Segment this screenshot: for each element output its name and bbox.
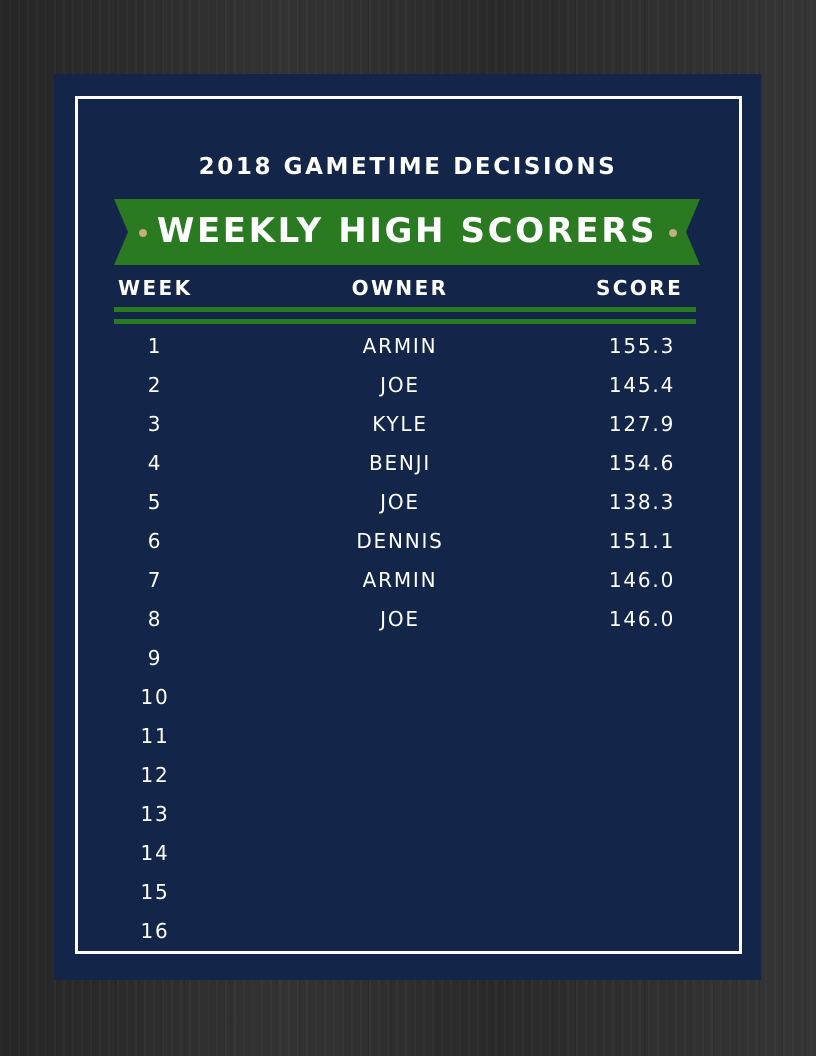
week-cell: 13	[140, 802, 170, 826]
score-cell: 145.4	[608, 373, 676, 397]
owner-cell: JOE	[380, 490, 420, 514]
league-subtitle: 2018 GAMETIME DECISIONS	[198, 154, 618, 180]
week-cell: 11	[140, 724, 170, 748]
owner-cell: JOE	[380, 607, 420, 631]
week-cell: 3	[147, 412, 163, 436]
table-row: 15	[0, 874, 816, 913]
white-border-frame	[75, 96, 742, 954]
week-cell: 9	[147, 646, 163, 670]
score-cell: 146.0	[608, 568, 676, 592]
ribbon-shape	[114, 199, 700, 265]
owner-cell: DENNIS	[356, 529, 444, 553]
score-cell: 146.0	[608, 607, 676, 631]
table-row: 8 JOE 146.0	[0, 601, 816, 640]
table-row: 16	[0, 913, 816, 952]
week-cell: 5	[147, 490, 163, 514]
table-row: 2 JOE 145.4	[0, 367, 816, 406]
table-row: 4 BENJI 154.6	[0, 445, 816, 484]
table-row: 13	[0, 796, 816, 835]
table-row: 7 ARMIN 146.0	[0, 562, 816, 601]
score-cell: 155.3	[608, 334, 676, 358]
table-row: 10	[0, 679, 816, 718]
header-divider-top	[114, 307, 696, 312]
column-header-score: SCORE	[596, 276, 684, 300]
column-header-owner: OWNER	[351, 276, 449, 300]
left-dot-icon	[139, 229, 147, 237]
owner-cell: ARMIN	[362, 568, 438, 592]
owner-cell: ARMIN	[362, 334, 438, 358]
scores-table: 1 ARMIN 155.3 2 JOE 145.4 3 KYLE 127.9 4…	[0, 328, 816, 952]
table-row: 6 DENNIS 151.1	[0, 523, 816, 562]
week-cell: 6	[147, 529, 163, 553]
week-cell: 15	[140, 880, 170, 904]
owner-cell: BENJI	[368, 451, 432, 475]
week-cell: 12	[140, 763, 170, 787]
week-cell: 7	[147, 568, 163, 592]
table-row: 3 KYLE 127.9	[0, 406, 816, 445]
banner-title: WEEKLY HIGH SCORERS	[156, 211, 658, 251]
owner-cell: JOE	[380, 373, 420, 397]
week-cell: 8	[147, 607, 163, 631]
right-dot-icon	[669, 229, 677, 237]
table-row: 9	[0, 640, 816, 679]
owner-cell: KYLE	[372, 412, 428, 436]
table-row: 12	[0, 757, 816, 796]
title-banner: WEEKLY HIGH SCORERS	[114, 199, 700, 265]
score-cell: 151.1	[608, 529, 676, 553]
score-cell: 127.9	[608, 412, 676, 436]
header-divider-bottom	[114, 319, 696, 324]
score-cell: 154.6	[608, 451, 676, 475]
table-row: 11	[0, 718, 816, 757]
table-row: 5 JOE 138.3	[0, 484, 816, 523]
week-cell: 1	[147, 334, 163, 358]
week-cell: 10	[140, 685, 170, 709]
table-row: 14	[0, 835, 816, 874]
score-cell: 138.3	[608, 490, 676, 514]
week-cell: 2	[147, 373, 163, 397]
column-header-week: WEEK	[118, 276, 193, 300]
week-cell: 16	[140, 919, 170, 943]
week-cell: 4	[147, 451, 163, 475]
table-row: 1 ARMIN 155.3	[0, 328, 816, 367]
week-cell: 14	[140, 841, 170, 865]
